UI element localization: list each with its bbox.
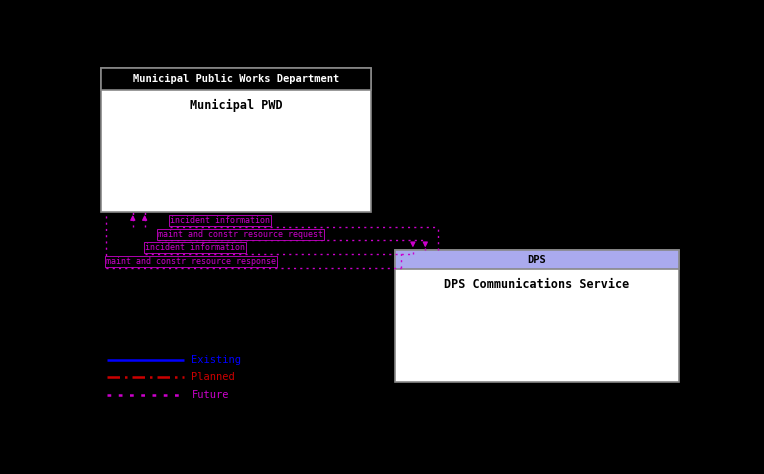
Text: Municipal PWD: Municipal PWD	[189, 99, 283, 112]
Text: DPS: DPS	[527, 255, 546, 265]
Bar	[394, 250, 678, 382]
Bar	[102, 68, 371, 90]
Text: Existing: Existing	[192, 355, 241, 365]
Text: DPS Communications Service: DPS Communications Service	[444, 278, 630, 292]
Bar	[102, 68, 371, 212]
Text: Future: Future	[192, 390, 229, 400]
Text: incident information: incident information	[144, 243, 244, 252]
Text: Planned: Planned	[192, 373, 235, 383]
Text: maint and constr resource response: maint and constr resource response	[106, 257, 276, 266]
Text: Municipal Public Works Department: Municipal Public Works Department	[133, 74, 339, 84]
Text: incident information: incident information	[170, 216, 270, 225]
Text: maint and constr resource request: maint and constr resource request	[157, 229, 322, 238]
Bar	[394, 250, 678, 269]
